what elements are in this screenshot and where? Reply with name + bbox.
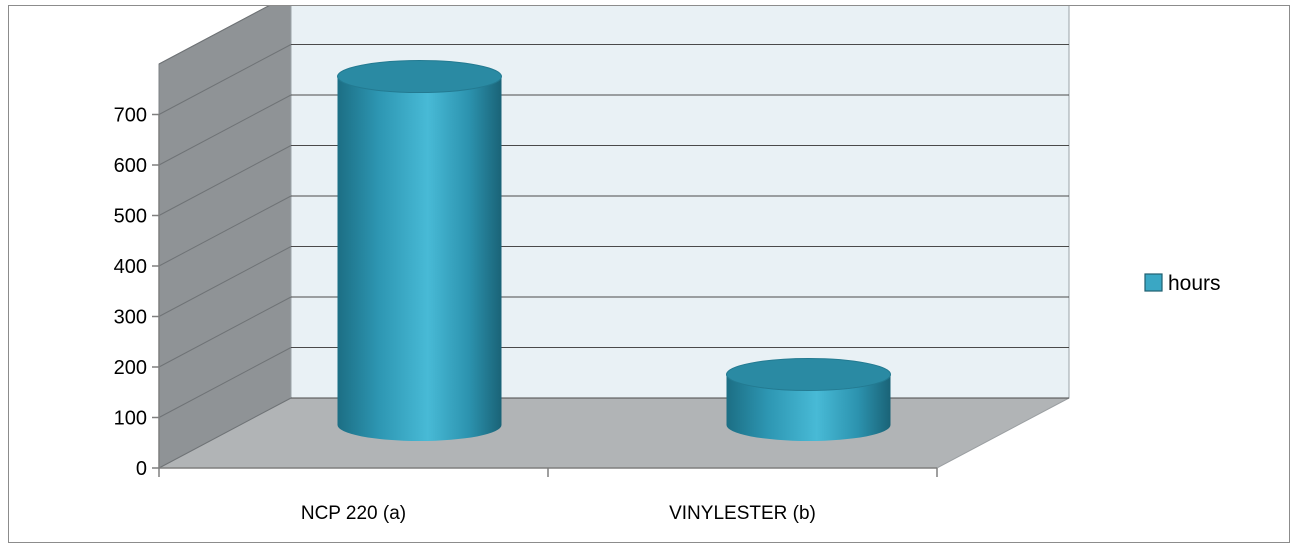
y-tick-label: 600 xyxy=(114,155,147,177)
y-tick-label: 500 xyxy=(114,206,147,228)
x-tick-label: VINYLESTER (b) xyxy=(669,503,816,524)
bar-body xyxy=(337,76,502,442)
chart-svg: 0 100 200 300 400 500 600 700 NCP 220 (a) VINYLES… xyxy=(114,0,1221,525)
bar xyxy=(337,60,502,442)
legend: hours xyxy=(1144,272,1221,295)
legend-label: hours xyxy=(1168,272,1221,295)
x-tick-label: NCP 220 (a) xyxy=(301,503,406,524)
side-wall xyxy=(158,0,292,469)
gridline-side xyxy=(158,195,292,267)
y-tick-label: 200 xyxy=(114,357,147,379)
chart-walls xyxy=(158,0,1070,469)
gridline-side xyxy=(158,145,292,216)
tick-labels: 0 100 200 300 400 500 600 700 NCP 220 (a) VINYLES… xyxy=(114,105,816,525)
gridline-side xyxy=(158,44,292,115)
bar-top xyxy=(337,60,502,94)
y-tick-label: 300 xyxy=(114,307,147,329)
floor xyxy=(158,397,1070,469)
bar xyxy=(726,358,891,441)
bar-top xyxy=(726,358,891,391)
bars xyxy=(337,60,891,442)
y-tick-label: 400 xyxy=(114,256,147,278)
y-tick-label: 100 xyxy=(114,408,147,430)
y-tick-label: 700 xyxy=(114,105,147,127)
y-tick-label: 0 xyxy=(136,458,147,480)
legend-swatch xyxy=(1144,273,1163,292)
gridline-side xyxy=(158,296,292,368)
chart-frame: 0 100 200 300 400 500 600 700 NCP 220 (a) VINYLES… xyxy=(8,0,1290,543)
gridline-side xyxy=(158,246,292,317)
bar-body xyxy=(726,374,891,441)
gridline-side xyxy=(158,347,292,418)
gridline-side xyxy=(158,397,292,469)
gridline-side xyxy=(158,0,281,65)
gridline-side xyxy=(158,94,292,166)
axes xyxy=(152,113,938,477)
